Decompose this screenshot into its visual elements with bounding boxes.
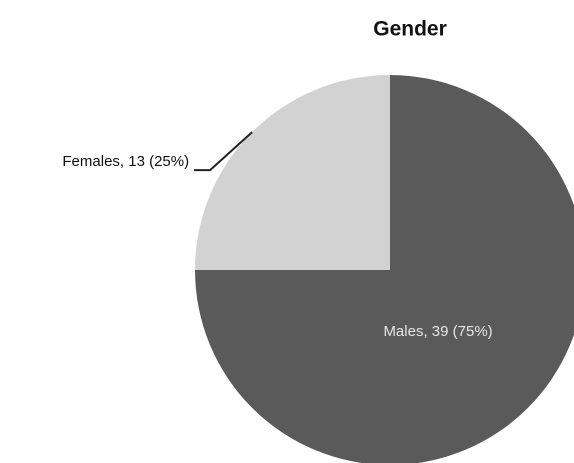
- pie-slice: [195, 75, 390, 270]
- chart-title: Gender: [373, 18, 447, 41]
- slice-label: Males, 39 (75%): [383, 323, 492, 340]
- pie-slice: [195, 75, 574, 463]
- slice-label: Females, 13 (25%): [62, 153, 189, 170]
- leader-line: [194, 131, 253, 172]
